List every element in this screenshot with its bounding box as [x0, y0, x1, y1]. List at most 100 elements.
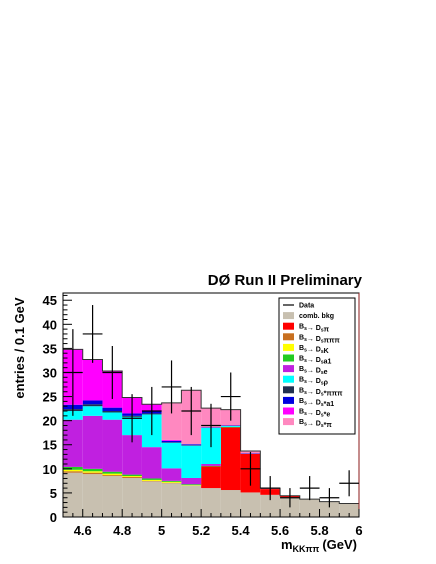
x-axis-title: mKKππ (GeV) — [281, 537, 357, 554]
bar-5-7 — [201, 464, 221, 466]
bar-5-5 — [161, 468, 182, 481]
bar-0-12 — [299, 499, 320, 517]
data-point-11 — [280, 488, 300, 508]
bar-3-2 — [102, 473, 123, 476]
data-point-9 — [240, 451, 261, 486]
bar-0-3 — [122, 477, 142, 517]
legend-swatch-3 — [283, 343, 294, 351]
bar-6-6 — [181, 445, 202, 478]
legend-swatch-5 — [283, 365, 294, 373]
bar-9-1 — [82, 359, 103, 401]
data-points — [63, 305, 359, 508]
data-point-14 — [339, 470, 359, 497]
x-tick-label-6: 5.8 — [310, 523, 328, 538]
legend-swatch-9 — [283, 407, 294, 415]
x-axis-title-main: m — [281, 537, 293, 552]
bar-4-1 — [82, 468, 103, 472]
bar-8-1 — [82, 400, 103, 405]
bar-2-1 — [82, 472, 103, 475]
y-tick-label-8: 40 — [43, 317, 57, 332]
data-point-12 — [299, 476, 320, 501]
x-axis-title-sub: KKππ — [293, 544, 320, 554]
bar-5-1 — [82, 415, 103, 469]
bar-6-8 — [220, 425, 241, 427]
y-tick-label-0: 0 — [50, 510, 57, 525]
bar-4-6 — [181, 484, 202, 486]
chart-title: DØ Run II Preliminary — [208, 272, 363, 289]
bar-5-2 — [102, 419, 123, 472]
legend-label-8: Bs→ Ds*a1 — [299, 398, 334, 408]
legend-label-0: comb. bkg — [299, 313, 334, 320]
legend-label-9: Bs→ Ds*e — [299, 409, 330, 419]
x-tick-label-4: 5.4 — [232, 523, 251, 538]
bar-2-3 — [122, 477, 142, 478]
x-tick-label-0: 4.6 — [74, 523, 92, 538]
data-point-5 — [161, 360, 182, 414]
bar-6-5 — [161, 442, 182, 469]
y-tick-label-7: 35 — [43, 341, 57, 356]
legend-swatch-2 — [283, 333, 294, 341]
bar-1-7 — [201, 466, 221, 489]
legend-swatch-6 — [283, 375, 294, 383]
bar-0-2 — [102, 476, 123, 517]
data-point-2 — [102, 345, 123, 399]
bar-0-0 — [63, 472, 83, 517]
bar-6-1 — [82, 406, 103, 416]
bar-5-0 — [63, 419, 83, 467]
y-tick-label-5: 25 — [43, 390, 57, 405]
bar-4-5 — [161, 480, 182, 482]
data-point-7 — [201, 403, 221, 448]
x-axis: 4.6 4.8 5 5.2 5.4 5.6 5.8 6 — [62, 509, 363, 538]
y-tick-label-2: 10 — [43, 462, 57, 477]
data-point-1 — [82, 305, 103, 363]
legend-label-5: Bs→ Dse — [299, 366, 328, 376]
stack-layers — [63, 348, 359, 517]
bar-0-1 — [82, 474, 103, 517]
legend-label-2: Bs→ Dsπππ — [299, 334, 340, 344]
legend-label-6: Bs→ Dsρ — [299, 377, 329, 387]
bar-2-0 — [63, 471, 83, 473]
legend-label-4: Bs→ Dsa1 — [299, 356, 332, 366]
bar-0-9 — [240, 492, 261, 517]
data-point-4 — [141, 386, 162, 436]
y-tick-label-6: 30 — [43, 365, 57, 380]
bar-8-2 — [102, 407, 123, 412]
bar-5-3 — [122, 435, 142, 475]
bar-10-5 — [161, 402, 182, 440]
legend-label-10: Bs→ Ds*π — [299, 419, 332, 429]
x-tick-label-3: 5.2 — [192, 523, 210, 538]
legend-data-label: Data — [299, 303, 314, 310]
bar-7-1 — [82, 404, 103, 407]
bar-0-6 — [181, 485, 202, 517]
bar-6-2 — [102, 412, 123, 420]
bar-3-4 — [141, 479, 162, 481]
bar-3-0 — [63, 469, 83, 472]
bar-0-8 — [220, 490, 241, 517]
x-tick-label-2: 5 — [158, 523, 165, 538]
legend-swatch-0 — [283, 312, 294, 320]
bar-4-3 — [122, 474, 142, 477]
bar-1-8 — [220, 427, 241, 491]
bar-3-1 — [82, 471, 103, 473]
legend-swatch-7 — [283, 386, 294, 394]
x-tick-label-7: 6 — [355, 523, 362, 538]
y-tick-label-9: 45 — [43, 293, 57, 308]
y-axis-title: entries / 0.1 GeV — [12, 297, 27, 398]
bar-0-10 — [260, 494, 281, 517]
x-axis-title-unit: (GeV) — [322, 537, 357, 552]
bar-4-0 — [63, 466, 83, 470]
bar-0-13 — [319, 501, 340, 517]
y-tick-label-1: 5 — [50, 486, 57, 501]
data-point-3 — [122, 394, 142, 443]
bar-5-6 — [181, 477, 202, 485]
data-point-8 — [220, 372, 241, 421]
bar-0-4 — [141, 481, 162, 517]
x-tick-label-5: 5.6 — [271, 523, 289, 538]
bar-3-3 — [122, 476, 142, 478]
bar-2-2 — [102, 475, 123, 477]
bar-8-6 — [181, 444, 202, 446]
legend-swatch-1 — [283, 322, 294, 330]
data-point-13 — [319, 488, 340, 508]
bar-9-5 — [161, 439, 182, 441]
y-tick-label-3: 15 — [43, 438, 57, 453]
